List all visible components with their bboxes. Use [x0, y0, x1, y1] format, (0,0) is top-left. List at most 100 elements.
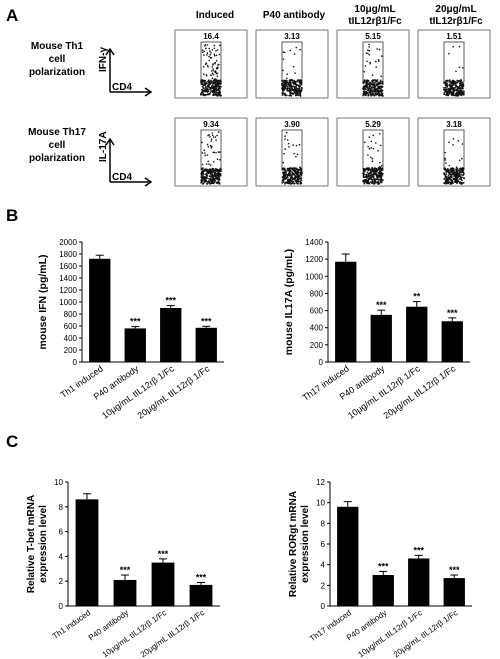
flow-dot	[443, 167, 446, 170]
flow-dot	[380, 88, 383, 91]
flow-dot	[211, 49, 214, 51]
flow-dot	[365, 88, 367, 91]
flow-x-axis-label-cd4-1: CD4	[112, 82, 133, 93]
flow-dot	[461, 157, 463, 160]
flow-dot	[447, 177, 449, 180]
flow-dot	[217, 180, 220, 183]
flow-dot	[287, 180, 290, 183]
flow-dot	[284, 173, 287, 176]
flow-dot	[216, 66, 219, 68]
flow-plot-frame	[255, 117, 329, 187]
flow-dot	[282, 84, 285, 87]
flow-dot	[452, 79, 455, 82]
flow-dot	[452, 178, 455, 181]
flow-dot	[300, 177, 303, 180]
y-tick-label: 1000	[59, 298, 77, 307]
flow-dot	[443, 82, 446, 84]
flow-dot	[204, 93, 207, 96]
flow-dot	[368, 49, 371, 52]
flow-dot	[372, 178, 374, 181]
flow-dot	[214, 169, 217, 172]
flow-dot	[286, 85, 289, 88]
flow-dot	[202, 182, 205, 185]
flow-dot	[285, 177, 288, 180]
flow-dot	[206, 52, 209, 54]
flow-dot	[462, 173, 465, 176]
flow-dot	[207, 66, 209, 68]
flow-dot	[283, 174, 285, 177]
flow-dot	[219, 151, 221, 153]
flow-dot	[460, 90, 463, 93]
flow-dot	[220, 168, 222, 171]
y-axis-label: Relative RORgt mRNAexpression level	[288, 491, 311, 597]
flow-dot	[206, 64, 209, 67]
flow-dot	[367, 177, 370, 180]
flow-dot	[445, 173, 447, 176]
flow-dot	[208, 182, 211, 185]
flow-dot	[209, 92, 212, 94]
flow-dot	[295, 172, 298, 174]
flow-dot	[370, 147, 373, 149]
flow-dot	[380, 181, 382, 184]
flow-dot	[446, 79, 449, 82]
flow-dot	[297, 84, 300, 87]
flow-dot	[203, 178, 205, 180]
flow-dot	[370, 92, 372, 95]
flow-dot	[294, 94, 297, 97]
flow-dot	[210, 168, 213, 171]
flow-dot	[443, 172, 446, 175]
flow-dot	[286, 139, 289, 141]
significance-marker: ***	[413, 545, 424, 555]
flow-dot	[218, 181, 220, 184]
flow-dot	[215, 152, 217, 154]
flow-dot	[363, 180, 366, 183]
flow-dot	[370, 178, 373, 180]
y-tick-label: 1400	[305, 238, 323, 247]
flow-dot	[215, 84, 218, 86]
flow-dot	[445, 79, 448, 82]
flow-dot	[205, 163, 208, 165]
flow-dot	[365, 173, 367, 176]
flow-dot	[447, 90, 449, 93]
flow-dot	[455, 166, 458, 168]
flow-dot	[450, 175, 453, 177]
flow-dot	[457, 140, 460, 142]
flow-dot	[373, 89, 376, 92]
bar	[75, 499, 99, 606]
flow-dot	[289, 92, 292, 95]
flow-dot	[444, 86, 447, 89]
flow-dot	[368, 91, 371, 94]
flow-dot	[371, 160, 374, 163]
flow-dot	[452, 92, 455, 95]
flow-dot	[363, 79, 366, 82]
flow-dot	[215, 139, 217, 141]
flow-dot	[292, 85, 295, 88]
flow-dot	[377, 59, 380, 61]
flow-dot	[281, 79, 283, 82]
flow-dot	[210, 140, 213, 142]
flow-dot	[293, 152, 295, 155]
flow-dot	[284, 87, 287, 90]
flow-dot	[300, 173, 303, 176]
flow-dot	[210, 79, 212, 82]
flow-dot	[444, 157, 446, 160]
flow-dot	[370, 171, 373, 174]
flow-dot	[295, 84, 298, 87]
flow-dot	[380, 179, 382, 182]
flow-dot	[209, 56, 212, 59]
flow-dot	[282, 179, 284, 182]
flow-dot	[202, 94, 205, 97]
bar	[189, 584, 213, 606]
flow-dot	[381, 89, 384, 92]
flow-dot	[461, 179, 463, 182]
flow-dot	[200, 81, 202, 83]
flow-dot	[460, 94, 463, 97]
flow-dot	[374, 83, 376, 86]
flow-dot	[459, 93, 461, 96]
flow-dot	[220, 82, 222, 85]
flow-dot	[460, 181, 463, 184]
flow-dot	[215, 73, 218, 75]
flow-dot	[218, 93, 221, 95]
flow-dot	[365, 52, 368, 54]
y-tick-label: 8	[59, 503, 64, 512]
